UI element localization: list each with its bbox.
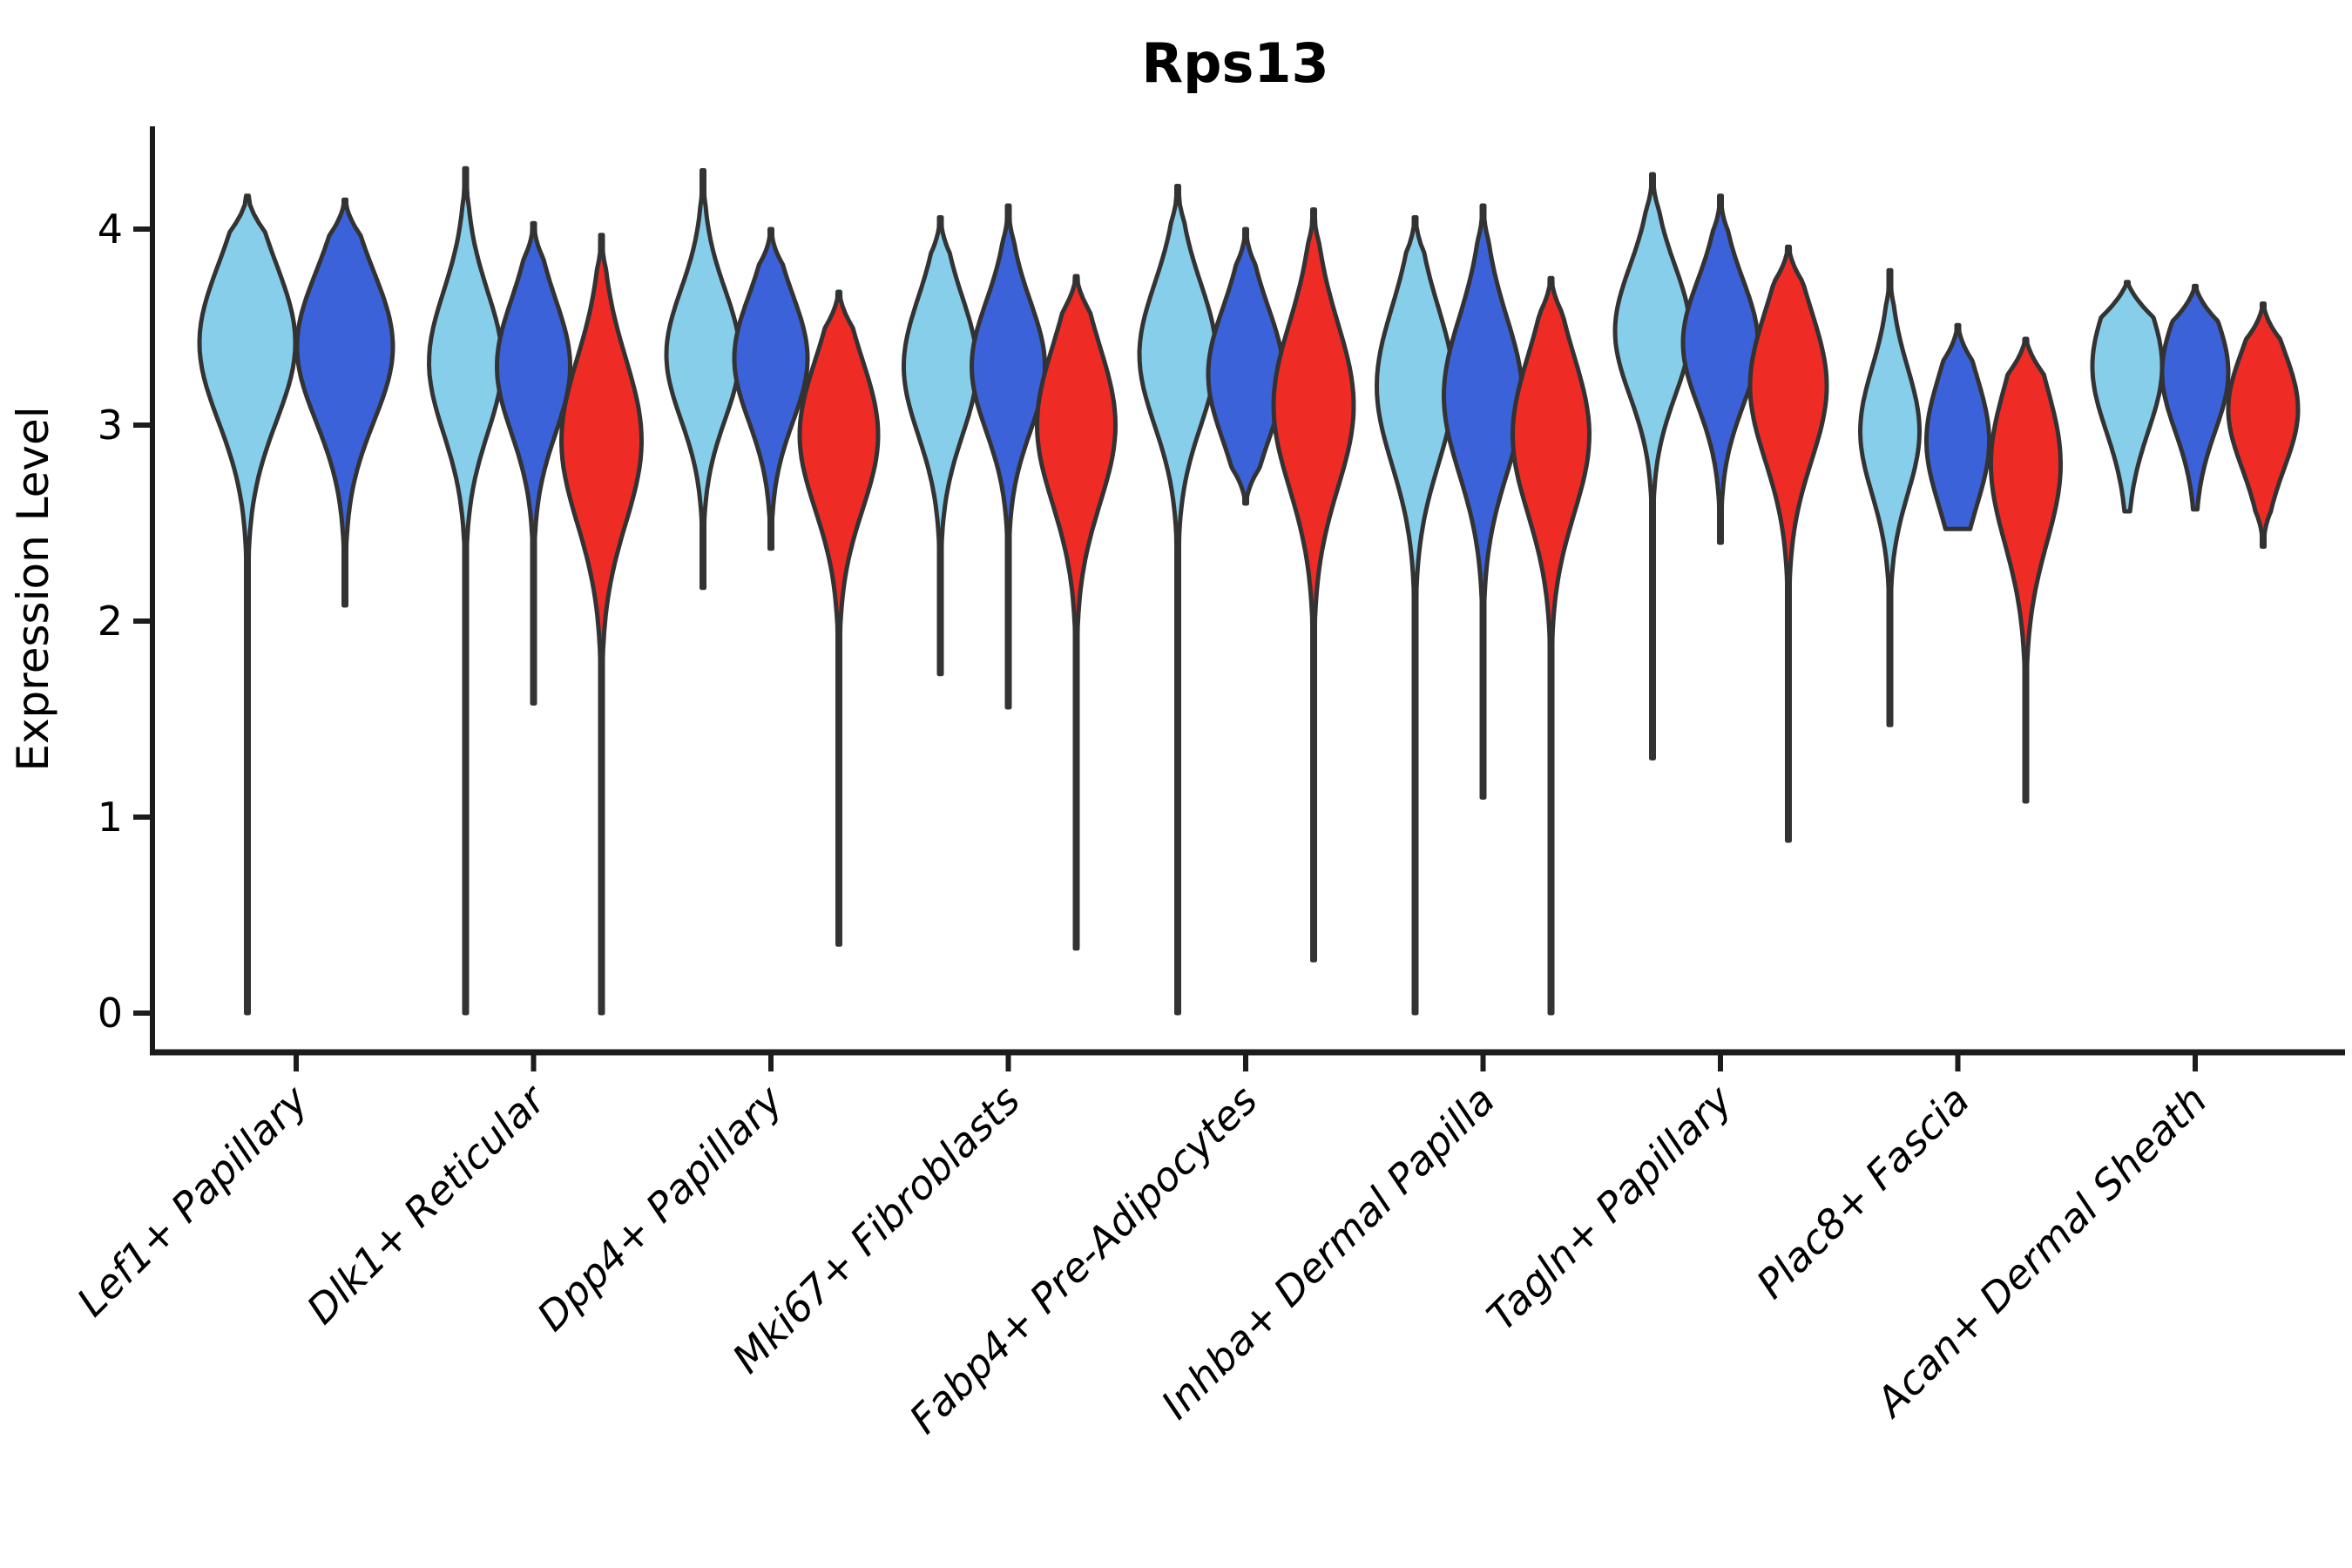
x-tick-label: Lef1+ Papillary <box>68 1076 317 1325</box>
violin-royal-blue-cat6 <box>1680 193 1761 545</box>
violin-red-cat2 <box>797 289 881 947</box>
violin-red-cat7 <box>1989 336 2063 804</box>
violin-red-cat8 <box>2226 301 2301 549</box>
violin-royal-blue-cat3 <box>970 203 1047 710</box>
violin-red-cat3 <box>1035 274 1118 951</box>
violin-red-cat1 <box>559 233 644 1016</box>
violin-royal-blue-cat7 <box>1924 322 1991 531</box>
violin-royal-blue-cat1 <box>495 220 572 706</box>
violin-sky-blue-cat7 <box>1858 267 1922 727</box>
violin-red-cat6 <box>1747 244 1829 843</box>
violin-royal-blue-cat8 <box>2159 283 2231 512</box>
x-tick-label: Dpp4+ Papillary <box>528 1076 792 1340</box>
x-tick-label: Tagln+ Papillary <box>1477 1076 1741 1340</box>
violin-sky-blue-cat0 <box>197 193 298 1016</box>
violin-red-cat5 <box>1511 275 1592 1016</box>
violin-sky-blue-cat3 <box>902 215 979 677</box>
x-tick-label: Dlk1+ Reticular <box>298 1074 557 1333</box>
y-tick-label: 4 <box>98 206 123 253</box>
y-tick-label: 0 <box>98 990 123 1037</box>
violin-sky-blue-cat6 <box>1612 172 1693 760</box>
chart-title: Rps13 <box>1141 31 1328 95</box>
violin-sky-blue-cat2 <box>664 168 742 591</box>
x-tick-label: Plac8+ Fascia <box>1747 1077 1978 1308</box>
violin-royal-blue-cat4 <box>1206 226 1286 506</box>
y-tick-label: 1 <box>98 794 123 841</box>
y-tick-label: 3 <box>98 402 123 449</box>
violin-sky-blue-cat4 <box>1137 184 1219 1016</box>
violin-sky-blue-cat1 <box>427 166 504 1016</box>
violin-sky-blue-cat5 <box>1375 215 1456 1016</box>
violin-royal-blue-cat0 <box>294 197 395 608</box>
y-axis-label: Expression Level <box>8 406 58 771</box>
violin-royal-blue-cat5 <box>1442 203 1524 800</box>
violin-red-cat4 <box>1271 207 1356 963</box>
violin-royal-blue-cat2 <box>732 226 810 551</box>
y-tick-label: 2 <box>98 598 123 645</box>
violin-sky-blue-cat8 <box>2090 280 2165 514</box>
